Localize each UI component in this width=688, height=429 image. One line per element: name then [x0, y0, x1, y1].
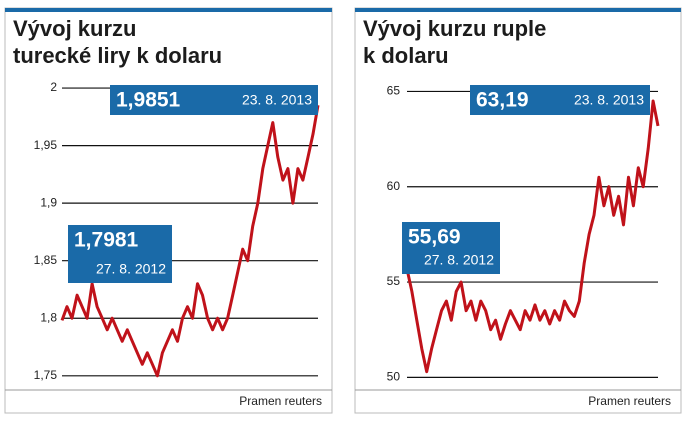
- y-tick-label: 1,9: [40, 195, 57, 209]
- y-tick-label: 60: [387, 179, 401, 193]
- chart-title: turecké liry k dolaru: [13, 43, 222, 68]
- panel: [4, 7, 333, 414]
- annotation-date: 23. 8. 2013: [574, 92, 644, 108]
- annotation-box: [110, 85, 318, 115]
- chart-title: k dolaru: [363, 43, 449, 68]
- line: [60, 104, 320, 378]
- source-note: Pramen reuters: [239, 394, 322, 408]
- panel: [354, 7, 682, 414]
- y-tick-label: 65: [387, 84, 401, 98]
- annotation-box: [402, 222, 500, 274]
- y-tick-label: 50: [387, 370, 401, 384]
- annotation-box: [470, 85, 650, 115]
- annotation-date: 27. 8. 2012: [96, 261, 166, 277]
- annotation-date: 27. 8. 2012: [424, 252, 494, 268]
- y-tick-label: 55: [387, 274, 401, 288]
- y-tick-label: 1,95: [34, 138, 58, 152]
- annotation-box: [68, 225, 172, 283]
- chart-title: Vývoj kurzu ruple: [363, 16, 546, 41]
- line: [405, 99, 660, 374]
- y-tick-label: 1,8: [40, 310, 57, 324]
- panel-top-bar: [5, 8, 332, 12]
- panel-top-bar: [355, 8, 681, 12]
- value-label: 55,69: [408, 226, 461, 249]
- annotation-date: 23. 8. 2013: [242, 92, 312, 108]
- y-tick-label: 1,85: [34, 253, 58, 267]
- y-tick-label: 2: [50, 80, 57, 94]
- value-label: 1,7981: [74, 229, 139, 252]
- source-note: Pramen reuters: [588, 394, 671, 408]
- chart-title: Vývoj kurzu: [13, 16, 136, 41]
- y-tick-label: 1,75: [34, 368, 58, 382]
- value-label: 1,9851: [116, 89, 181, 112]
- value-label: 63,19: [476, 89, 529, 112]
